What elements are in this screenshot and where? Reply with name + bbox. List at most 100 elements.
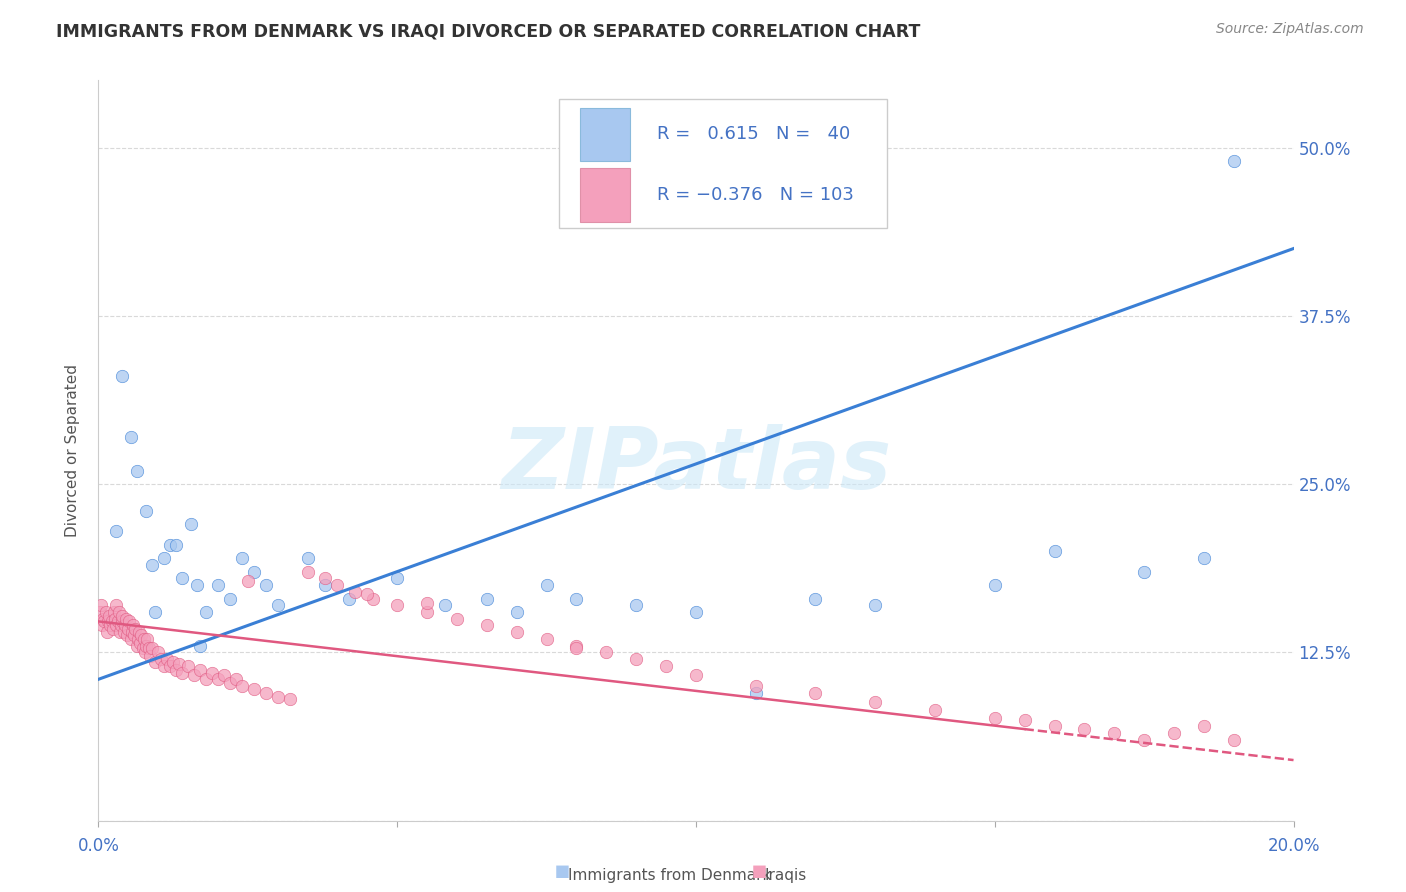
Point	[135, 639, 157, 653]
Point	[685, 605, 707, 619]
Point	[110, 618, 132, 632]
Point	[107, 605, 129, 619]
Point	[201, 665, 224, 680]
Point	[267, 599, 290, 613]
Point	[167, 657, 190, 672]
Point	[243, 681, 266, 696]
Point	[984, 578, 1007, 592]
Point	[267, 690, 290, 704]
Point	[363, 591, 385, 606]
Point	[148, 645, 170, 659]
Point	[1223, 154, 1246, 169]
Point	[475, 591, 498, 606]
Point	[236, 574, 259, 588]
Point	[134, 645, 156, 659]
Point	[326, 578, 349, 592]
Point	[385, 599, 409, 613]
Point	[1163, 726, 1185, 740]
Point	[804, 686, 827, 700]
Point	[565, 641, 588, 656]
Point	[138, 641, 160, 656]
Point	[89, 605, 111, 619]
Point	[685, 668, 707, 682]
Point	[231, 551, 253, 566]
Text: Source: ZipAtlas.com: Source: ZipAtlas.com	[1216, 22, 1364, 37]
Point	[655, 658, 678, 673]
Point	[506, 605, 529, 619]
Point	[125, 639, 148, 653]
Point	[315, 571, 337, 585]
Point	[94, 605, 117, 619]
Point	[165, 538, 187, 552]
Point	[132, 632, 155, 646]
Point	[356, 587, 378, 601]
Point	[434, 599, 457, 613]
Text: ZIPatlas: ZIPatlas	[501, 424, 891, 507]
Point	[118, 615, 141, 629]
Point	[1223, 732, 1246, 747]
Point	[120, 430, 142, 444]
Point	[339, 591, 361, 606]
Point	[153, 551, 176, 566]
Point	[231, 679, 253, 693]
Point	[101, 623, 124, 637]
Point	[212, 668, 235, 682]
Point	[108, 625, 131, 640]
Point	[745, 679, 768, 693]
Point	[565, 639, 588, 653]
Point	[1192, 719, 1215, 733]
Point	[506, 625, 529, 640]
Point	[128, 625, 150, 640]
Text: Immigrants from Denmark: Immigrants from Denmark	[568, 869, 772, 883]
Point	[416, 596, 439, 610]
Point	[143, 655, 166, 669]
Point	[107, 615, 129, 629]
Point	[865, 599, 887, 613]
Point	[984, 711, 1007, 725]
Point	[159, 538, 181, 552]
Point	[180, 517, 202, 532]
Point	[117, 623, 139, 637]
Point	[1133, 732, 1156, 747]
Point	[111, 615, 134, 629]
Point	[188, 663, 211, 677]
Point	[156, 652, 179, 666]
Bar	[581, 169, 630, 222]
Point	[1014, 713, 1036, 727]
Point	[97, 615, 120, 629]
Point	[219, 676, 242, 690]
Point	[98, 609, 121, 624]
Point	[186, 578, 208, 592]
Point	[446, 612, 468, 626]
Point	[100, 615, 122, 629]
Point	[98, 618, 122, 632]
Point	[135, 504, 157, 518]
Point	[127, 632, 149, 646]
Point	[385, 571, 409, 585]
Text: ▪: ▪	[751, 860, 768, 883]
Point	[565, 591, 588, 606]
Point	[93, 615, 115, 629]
Point	[172, 665, 194, 680]
Point	[595, 645, 617, 659]
Point	[150, 652, 173, 666]
Point	[207, 578, 229, 592]
Point	[475, 618, 498, 632]
Point	[143, 605, 166, 619]
Point	[103, 605, 125, 619]
Point	[122, 618, 145, 632]
Point	[96, 625, 118, 640]
Point	[254, 578, 277, 592]
Point	[129, 636, 152, 650]
Point	[536, 578, 558, 592]
FancyBboxPatch shape	[558, 99, 887, 228]
Text: R = −0.376   N = 103: R = −0.376 N = 103	[657, 186, 853, 204]
Point	[1043, 719, 1066, 733]
Point	[344, 584, 367, 599]
Point	[104, 612, 127, 626]
Point	[225, 673, 247, 687]
Point	[91, 618, 114, 632]
Point	[131, 628, 153, 642]
Point	[536, 632, 558, 646]
Y-axis label: Divorced or Separated: Divorced or Separated	[65, 364, 80, 537]
